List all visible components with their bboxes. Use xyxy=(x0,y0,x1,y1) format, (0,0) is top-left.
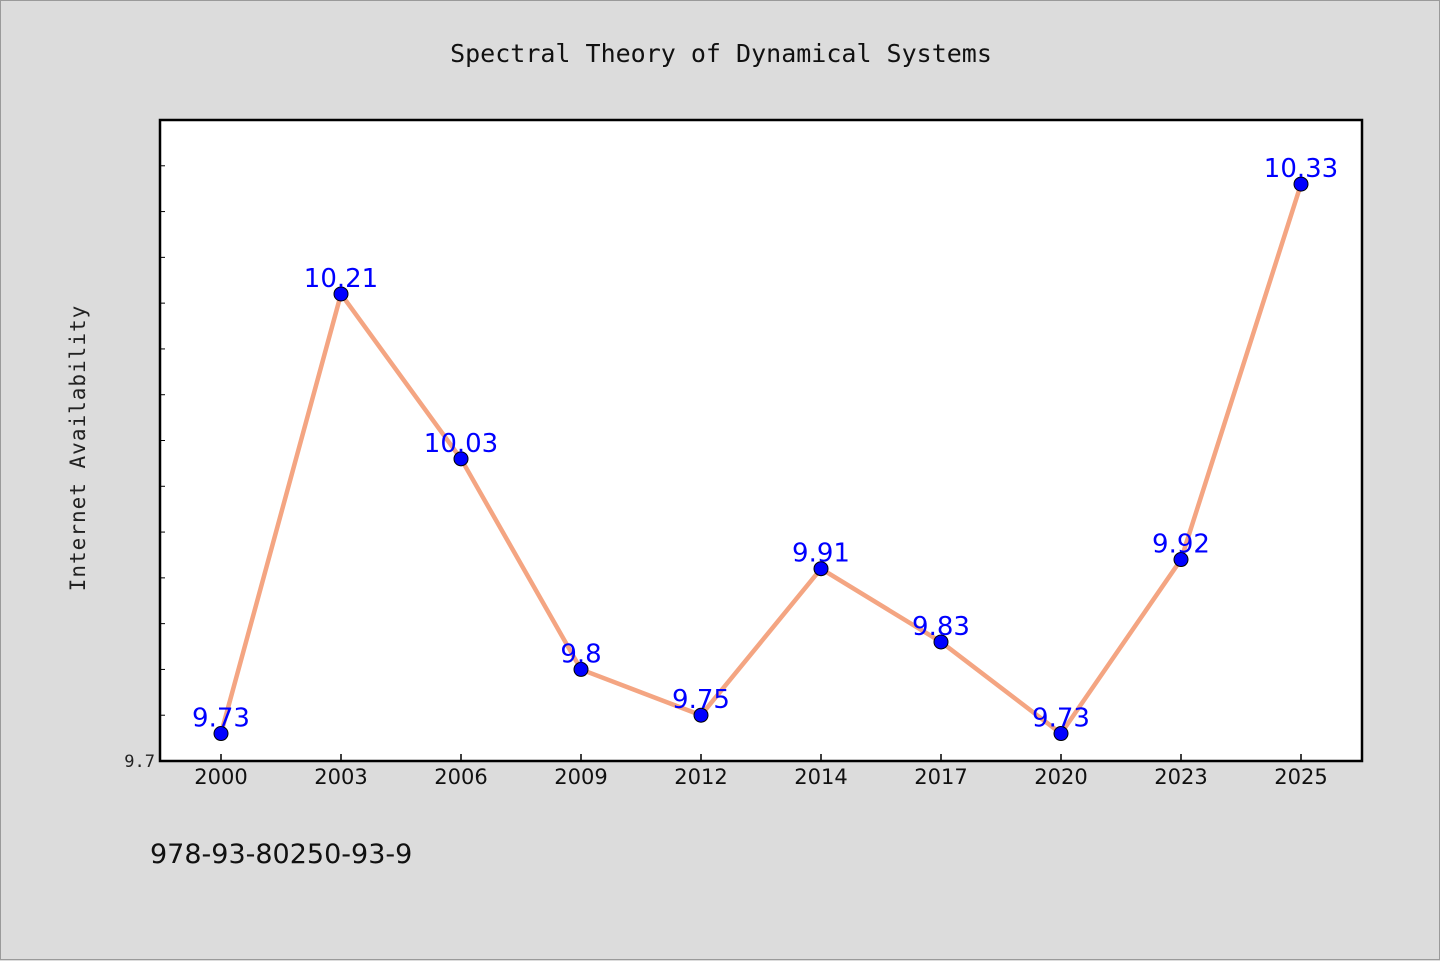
data-label: 9.92 xyxy=(1152,530,1210,560)
data-point xyxy=(213,726,229,742)
data-label: 10.03 xyxy=(424,429,498,459)
data-label: 9.8 xyxy=(560,639,601,669)
x-tick-label: 2017 xyxy=(914,765,967,789)
markers-group xyxy=(213,176,1309,742)
data-point xyxy=(693,707,709,723)
series-line-group xyxy=(218,181,1304,736)
x-tick-label: 2020 xyxy=(1034,765,1087,789)
data-point xyxy=(933,634,949,650)
x-tick-labels-group: 2000 2003 2006 2009 2012 2014 2017 2020 2023 2025 xyxy=(194,765,1327,789)
data-labels-group: 9.73 10.21 10.03 9.8 9.75 9.91 9.83 9.73 9.92 10.… xyxy=(192,154,1338,733)
data-point xyxy=(813,561,829,577)
isbn-text: 978-93-80250-93-9 xyxy=(150,839,412,870)
data-point xyxy=(1293,176,1309,192)
y-axis-label: Internet Availability xyxy=(66,305,90,592)
data-label: 9.75 xyxy=(672,685,730,715)
data-label: 9.91 xyxy=(792,539,850,569)
data-label: 10.33 xyxy=(1264,154,1338,184)
x-tick-label: 2009 xyxy=(554,765,607,789)
data-point xyxy=(1173,552,1189,568)
chart-title: Spectral Theory of Dynamical Systems xyxy=(450,39,992,68)
x-tick-label: 2000 xyxy=(194,765,247,789)
x-tick-label: 2025 xyxy=(1274,765,1327,789)
data-label: 10.21 xyxy=(304,264,378,294)
data-label: 9.73 xyxy=(192,704,250,734)
y-tick-label: 9.7 xyxy=(124,752,155,772)
plot-area xyxy=(158,118,1364,763)
x-tick-label: 2006 xyxy=(434,765,487,789)
data-point xyxy=(1053,726,1069,742)
x-axis-ticks xyxy=(220,754,1302,761)
y-axis-minor-ticks xyxy=(160,119,165,716)
data-point xyxy=(573,661,589,677)
x-tick-label: 2003 xyxy=(314,765,367,789)
x-tick-label: 2012 xyxy=(674,765,727,789)
x-tick-label: 2014 xyxy=(794,765,847,789)
data-label: 9.83 xyxy=(912,612,970,642)
x-tick-label: 2023 xyxy=(1154,765,1207,789)
data-label: 9.73 xyxy=(1032,704,1090,734)
series-line xyxy=(218,181,1304,736)
data-point xyxy=(453,451,469,467)
data-point xyxy=(333,286,349,302)
